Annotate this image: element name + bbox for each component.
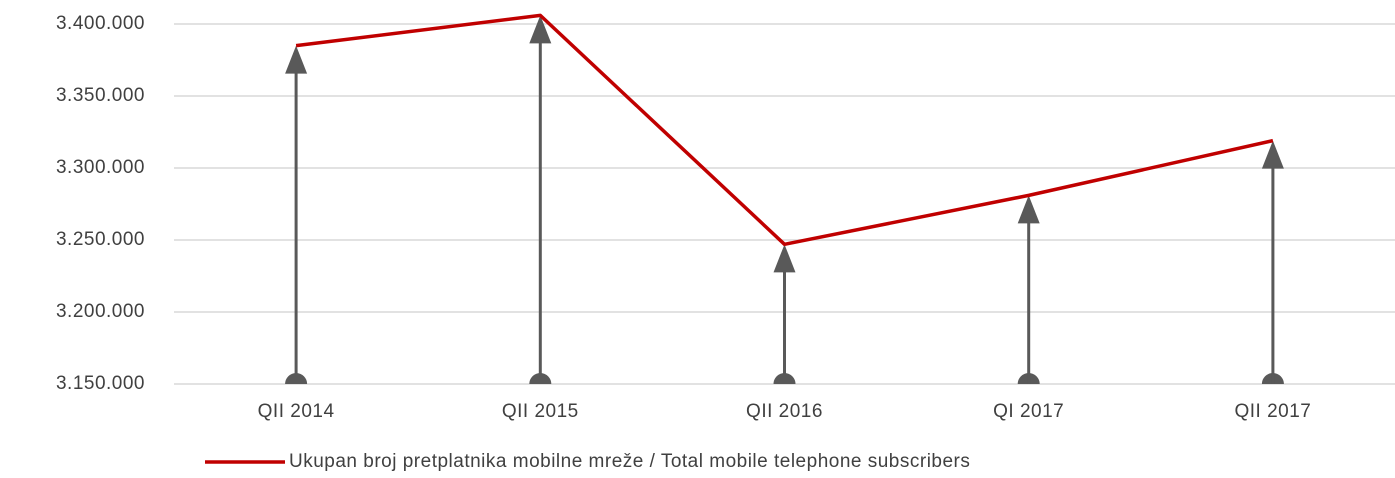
arrow-head [529, 15, 552, 44]
arrow-head [1261, 140, 1284, 169]
y-tick-label: 3.300.000 [56, 157, 145, 178]
y-tick-label: 3.350.000 [56, 85, 145, 106]
y-tick-label: 3.250.000 [56, 229, 145, 250]
y-tick-label: 3.400.000 [56, 13, 145, 34]
x-tick-label: QI 2017 [993, 401, 1064, 422]
y-tick-label: 3.200.000 [56, 301, 145, 322]
series-line [295, 13, 1274, 247]
x-tick-label: QII 2014 [258, 401, 335, 422]
legend-label: Ukupan broj pretplatnika mobilne mreže /… [289, 451, 970, 472]
arrow-head [773, 244, 796, 273]
y-tick-label: 3.150.000 [56, 373, 145, 394]
x-tick-label: QII 2016 [746, 401, 823, 422]
x-tick-label: QII 2015 [502, 401, 579, 422]
arrow-head [285, 45, 308, 74]
arrow-head [1017, 195, 1040, 224]
x-tick-label: QII 2017 [1234, 401, 1311, 422]
